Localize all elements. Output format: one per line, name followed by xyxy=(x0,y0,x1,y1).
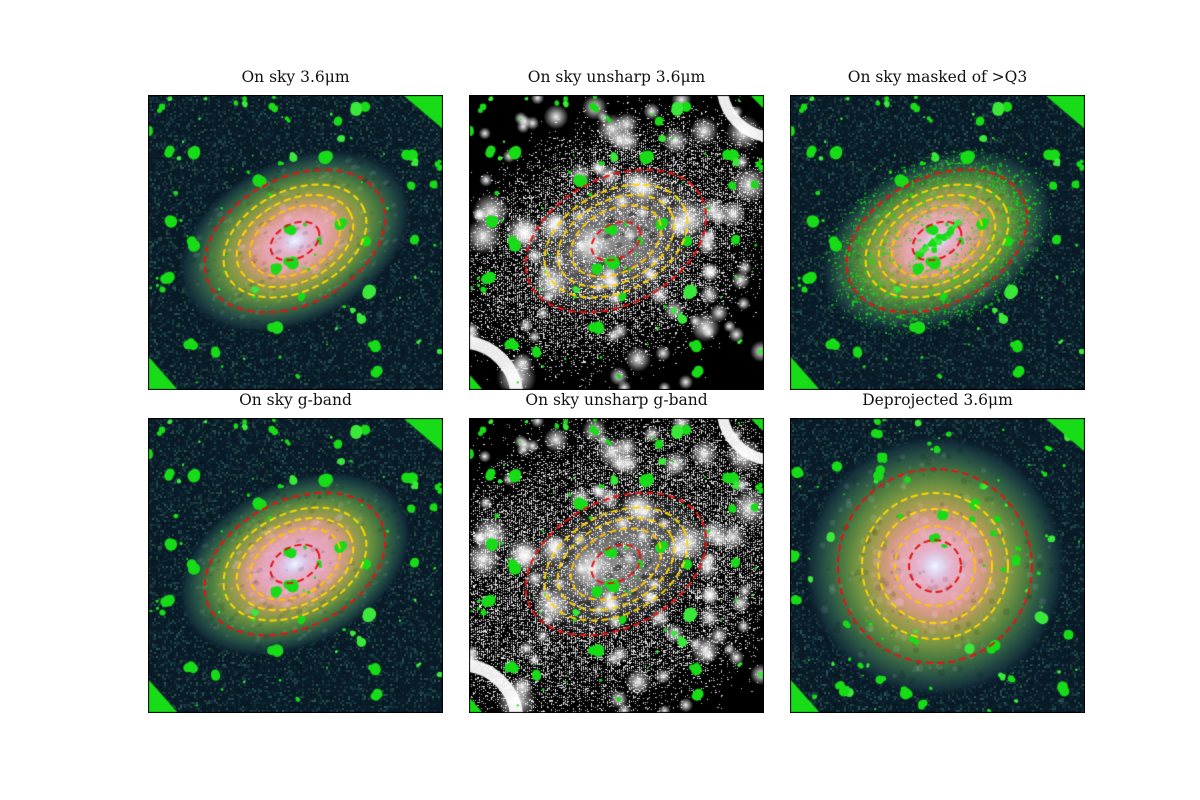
galaxy-image-masked-q3 xyxy=(790,95,1085,390)
panel-on-sky-unsharp-g-band: On sky unsharp g-band xyxy=(469,391,764,713)
panel-on-sky-unsharp-3-6um: On sky unsharp 3.6μm xyxy=(469,68,764,390)
galaxy-image-g-band xyxy=(148,418,443,713)
galaxy-image-on-sky-3-6um xyxy=(148,95,443,390)
panel-title: Deprojected 3.6μm xyxy=(862,391,1013,409)
panel-title: On sky unsharp g-band xyxy=(525,391,708,409)
galaxy-image-unsharp-3-6um xyxy=(469,95,764,390)
panel-title: On sky unsharp 3.6μm xyxy=(527,68,706,86)
panel-title: On sky 3.6μm xyxy=(241,68,350,86)
panel-on-sky-masked-q3: On sky masked of >Q3 xyxy=(790,68,1085,390)
panel-on-sky-g-band: On sky g-band xyxy=(148,391,443,713)
galaxy-image-deprojected-3-6um xyxy=(790,418,1085,713)
panel-on-sky-3-6um: On sky 3.6μm xyxy=(148,68,443,390)
panel-deprojected-3-6um: Deprojected 3.6μm xyxy=(790,391,1085,713)
galaxy-image-unsharp-g-band xyxy=(469,418,764,713)
panel-title: On sky g-band xyxy=(239,391,352,409)
panel-title: On sky masked of >Q3 xyxy=(847,68,1028,86)
